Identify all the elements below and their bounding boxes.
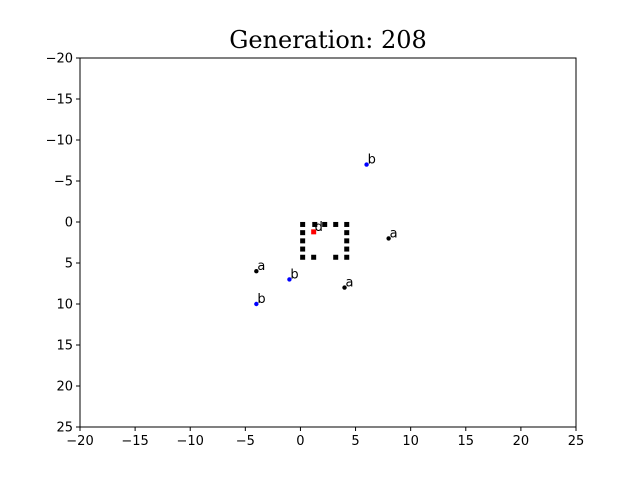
point-label: a [257,259,265,274]
data-point-square [322,221,328,227]
y-tick-label: 10 [56,298,73,313]
y-tick-label: −20 [46,52,73,67]
y-tick-label: 0 [65,216,73,231]
x-tick-label: 0 [296,434,304,449]
y-tick-label: −15 [46,93,73,108]
plot-area: −20 −15 −10 −5 0 5 10 15 20 25−20−15−10−505101520… [46,52,585,450]
data-point-square [311,254,317,260]
data-point [386,236,391,241]
data-point-square [344,246,350,252]
y-tick-label: 25 [56,421,73,436]
data-point-square [311,229,317,235]
data-point [287,277,292,282]
data-point-square [344,254,350,260]
x-tick-label: 5 [351,434,359,449]
data-point-square [344,238,350,244]
y-tick-label: −10 [46,134,73,149]
point-label: b [257,292,265,307]
data-point [254,301,259,307]
data-point-square [300,221,306,227]
x-tick-label: −10 [177,434,204,449]
point-label: a [390,226,398,241]
x-tick-label: 25 [568,434,585,449]
x-tick-label: 20 [513,434,530,449]
point-label: b [368,153,376,168]
data-point [364,162,369,167]
x-tick-label: −5 [236,434,255,449]
x-tick-label: 10 [402,434,419,449]
data-point-square [300,246,306,252]
data-point-square [300,230,306,236]
chart-title: Generation: 208 [229,26,427,54]
y-tick-label: 5 [65,257,73,272]
point-label: d [315,220,323,235]
y-tick-label: 15 [56,339,73,354]
x-tick-label: −20 [66,434,93,449]
data-point [342,285,347,290]
data-point-square [300,238,306,244]
data-point-square [300,254,306,260]
y-tick-label: 20 [56,380,73,395]
data-point-square [344,221,350,227]
y-tick-label: −5 [54,175,73,190]
data-point-square [333,221,339,227]
x-tick-label: −15 [121,434,148,449]
point-label: a [346,276,354,291]
axes-frame [79,57,577,428]
data-point [254,269,259,274]
x-tick-label: 15 [458,434,475,449]
data-point-square [312,221,318,227]
data-point-square [333,254,339,260]
data-point-square [344,230,350,236]
point-label: b [290,267,298,282]
